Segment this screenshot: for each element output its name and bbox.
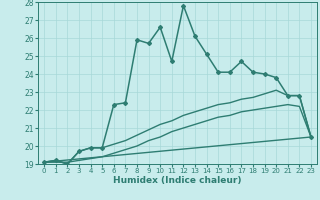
X-axis label: Humidex (Indice chaleur): Humidex (Indice chaleur): [113, 176, 242, 185]
